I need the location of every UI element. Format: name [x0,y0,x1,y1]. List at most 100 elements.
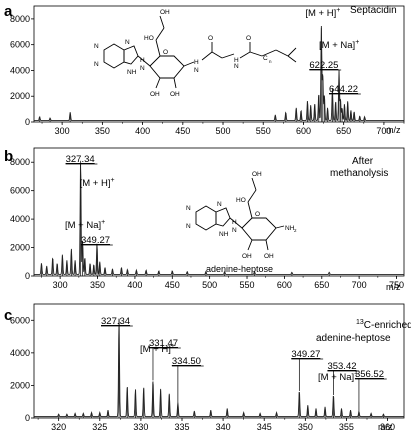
svg-text:N: N [94,61,99,68]
ion-label: [M + H]+ [80,177,115,189]
svg-text:N: N [125,39,130,46]
peak-value-label: 353.42 [327,361,356,372]
svg-text:N: N [186,223,191,230]
adenine-heptose-structure [195,177,285,251]
y-tick-label: 2000 [10,380,30,390]
svg-text:NH: NH [285,225,295,232]
x-tick-label: 350 [298,422,313,432]
peak-value-label: 644.22 [329,84,358,95]
x-tick-label: 335 [174,422,189,432]
x-tick-label: 500 [202,280,217,290]
panel-a: a Septacidin m/z 300 350 400 450 500 550 600 65… [4,3,405,136]
x-tick-label: 340 [216,422,231,432]
svg-text:2: 2 [294,228,297,233]
panel-b-letter: b [4,148,13,165]
svg-text:N: N [140,65,145,72]
svg-text:N: N [234,63,239,70]
svg-text:N: N [94,43,99,50]
panel-a-letter: a [4,3,13,20]
ion-label: [M + H]+ [140,343,175,355]
y-tick-label: 0 [25,117,30,127]
panel-a-annotation: Septacidin [350,5,397,16]
panel-b-peak-labels: 327.34 [M + H]+ 349.27 [M + Na]+ [65,154,115,246]
x-tick-label: 600 [296,126,311,136]
x-tick-label: 300 [55,126,70,136]
plot-frame [33,303,405,419]
septacidin-structure [103,15,297,89]
y-tick-label: 6000 [10,315,30,325]
peak-value-label: 356.52 [355,369,384,380]
panel-c-annotation-line-2: adenine-heptose [316,333,391,344]
svg-text:NH: NH [219,231,229,238]
adenine-heptose-atom-labels: N N N NH H N O HO OH NH 2 OH OH [186,171,297,260]
panel-b: b After methanolysis m/z 300 350 400 450 500… [4,147,405,292]
panel-a-axes: 300 350 400 450 500 550 600 650 700 0 2000 4000 6000… [10,5,405,136]
panel-c-annotation-line-1: 13C-enriched [356,319,411,331]
svg-text:n: n [269,59,272,64]
peak-value-label: 349.27 [81,235,110,246]
x-tick-label: 450 [165,280,180,290]
y-tick-label: 8000 [10,14,30,24]
y-tick-label: 0 [25,271,30,281]
peak-value-label: 327.34 [66,154,95,165]
x-tick-label: 500 [216,126,231,136]
svg-text:HO: HO [144,35,154,42]
x-tick-label: 650 [336,126,351,136]
x-tick-label: 600 [277,280,292,290]
ion-label: [M + H]+ [305,7,340,19]
panel-b-molecule-caption: adenine-heptose [206,264,273,274]
spectrum-trace [34,164,404,276]
svg-text:O: O [246,35,251,42]
peak-value-label: 334.50 [172,356,201,367]
x-tick-label: 700 [352,280,367,290]
panel-a-mz-unit: m/z [386,125,401,135]
panel-c-letter: c [4,307,12,324]
panel-c-axes: 320 325 330 335 340 345 350 355 360 0 2000 4000 6000 [10,303,405,432]
panel-b-axes: 300 350 400 450 500 550 600 650 700 750 0 2000 4000 6… [10,147,405,290]
plot-frame [33,5,405,123]
plot-frame [33,147,405,277]
x-tick-label: 350 [95,126,110,136]
ion-label: [M + Na]+ [319,39,359,51]
svg-text:H: H [194,59,199,66]
panel-c-spectrum [34,318,404,418]
y-tick-label: 2000 [10,91,30,101]
svg-text:C: C [263,55,268,62]
svg-text:N: N [232,227,237,234]
y-tick-label: 6000 [10,186,30,196]
svg-text:OH: OH [160,9,170,16]
peak-value-label: 327.34 [101,316,130,327]
svg-text:H: H [234,57,239,64]
panel-b-annotation-line-2: methanolysis [330,168,388,179]
svg-text:O: O [163,49,168,56]
x-tick-label: 400 [127,280,142,290]
y-tick-label: 4000 [10,348,30,358]
spectrum-trace [34,318,404,418]
y-tick-label: 6000 [10,40,30,50]
svg-text:OH: OH [252,171,262,178]
svg-text:OH: OH [150,91,160,98]
x-tick-label: 700 [376,126,391,136]
x-tick-label: 360 [380,422,395,432]
x-tick-label: 400 [135,126,150,136]
ion-label: [M + Na]+ [65,219,105,231]
x-tick-label: 345 [257,422,272,432]
y-tick-label: 4000 [10,65,30,75]
panel-c: c 13C-enriched adenine-heptose m/z 320 32… [4,303,411,432]
y-tick-label: 0 [25,413,30,423]
panel-a-peak-labels: 622.25 [M + H]+ 644.22 [M + Na]+ [305,7,361,95]
svg-text:H: H [140,57,145,64]
ion-label: [M + Na]+ [318,371,358,383]
svg-text:OH: OH [170,91,180,98]
svg-text:N: N [186,205,191,212]
svg-text:OH: OH [242,253,252,260]
peak-value-label: 622.25 [309,60,338,71]
svg-text:O: O [208,35,213,42]
panel-b-spectrum [34,160,404,276]
svg-text:N: N [194,67,199,74]
y-tick-label: 4000 [10,214,30,224]
x-tick-label: 550 [256,126,271,136]
x-tick-label: 750 [389,280,404,290]
